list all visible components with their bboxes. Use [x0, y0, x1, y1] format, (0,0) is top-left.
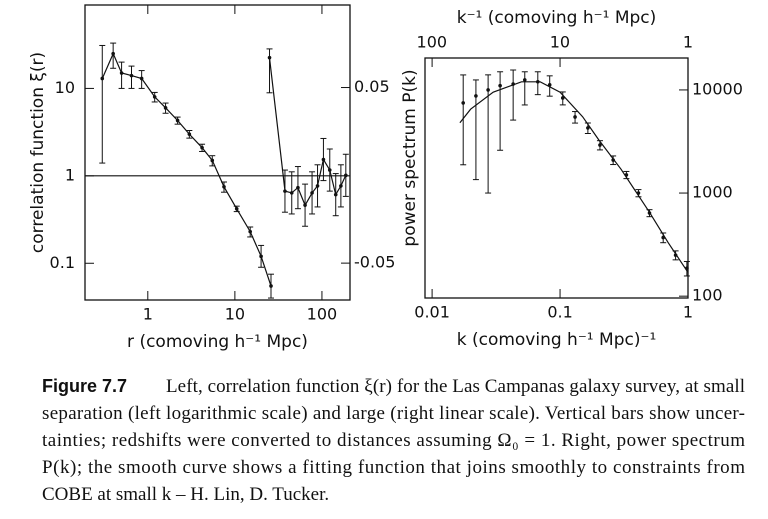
- data-point: [222, 184, 226, 189]
- data-point: [327, 168, 332, 172]
- x-tick-label: 100: [307, 305, 338, 324]
- x-axis-label: k (comoving h⁻¹ Mpc)⁻¹: [457, 330, 657, 350]
- data-point: [296, 185, 300, 190]
- data-point: [315, 184, 320, 188]
- data-point: [560, 96, 565, 100]
- y2-tick-label: -0.05: [354, 253, 395, 272]
- data-point: [486, 88, 490, 92]
- data-point: [100, 76, 105, 81]
- y-axis-label: power spectrum P(k): [400, 69, 420, 246]
- y-axis-label: correlation function ξ(r): [28, 52, 48, 253]
- x2-tick-label: 10: [550, 33, 570, 52]
- data-point: [333, 192, 338, 197]
- y-tick-label: 10000: [692, 79, 743, 98]
- plot-frame: [424, 57, 689, 299]
- x2-tick-label: 1: [683, 33, 693, 52]
- y-tick-label: 1: [65, 165, 75, 184]
- caption-line: tainties; redshifts were converted to di…: [42, 430, 745, 451]
- data-point: [586, 126, 590, 130]
- data-point: [111, 51, 115, 56]
- data-point: [598, 143, 602, 147]
- data-point: [498, 83, 502, 88]
- data-point: [310, 191, 314, 195]
- data-point: [269, 284, 273, 288]
- data-point: [200, 145, 204, 150]
- y-tick-label: 10: [55, 78, 75, 97]
- data-point: [303, 203, 307, 207]
- x2-axis-label: k⁻¹ (comoving h⁻¹ Mpc): [457, 8, 657, 28]
- y-tick-label: 0.1: [50, 253, 75, 272]
- series-line: [459, 81, 689, 273]
- series-line: [101, 52, 272, 287]
- data-point: [267, 55, 272, 60]
- data-point: [461, 101, 465, 105]
- data-point: [259, 254, 263, 259]
- figure-label: Figure 7.7: [42, 376, 127, 396]
- data-point: [248, 229, 253, 234]
- data-point: [339, 184, 343, 188]
- x-axis-label: r (comoving h⁻¹ Mpc): [127, 332, 308, 352]
- y-tick-label: 1000: [692, 183, 733, 202]
- data-point: [573, 115, 577, 119]
- x-tick-label: 1: [683, 303, 693, 322]
- x-tick-label: 0.1: [547, 303, 572, 322]
- caption-line: P(k); the smooth curve shows a fitting f…: [42, 457, 745, 478]
- data-point: [321, 157, 326, 162]
- data-point: [175, 118, 180, 123]
- data-point: [119, 71, 124, 75]
- series-line: [268, 57, 347, 207]
- data-point: [344, 173, 348, 178]
- plot-frame: [84, 4, 351, 301]
- data-point: [210, 158, 215, 163]
- data-point: [522, 78, 527, 82]
- data-point: [289, 191, 294, 195]
- caption-line: COBE at small k – H. Lin, D. Tucker.: [42, 484, 329, 505]
- y2-tick-label: 0.05: [354, 77, 390, 96]
- y-tick-label: 100: [692, 286, 723, 305]
- data-point: [129, 73, 134, 78]
- data-point: [234, 206, 239, 211]
- x2-tick-label: 100: [417, 33, 448, 52]
- data-point: [152, 95, 157, 99]
- caption-line: separation (left logarithmic scale) and …: [42, 403, 745, 424]
- data-point: [139, 76, 144, 81]
- caption-line: Left, correlation function ξ(r) for the …: [166, 376, 745, 397]
- data-point: [163, 106, 168, 110]
- data-point: [187, 132, 192, 136]
- x-tick-label: 10: [225, 305, 245, 324]
- data-point: [474, 94, 478, 98]
- data-point: [283, 189, 287, 193]
- x-tick-label: 1: [143, 305, 153, 324]
- x-tick-label: 0.01: [414, 303, 450, 322]
